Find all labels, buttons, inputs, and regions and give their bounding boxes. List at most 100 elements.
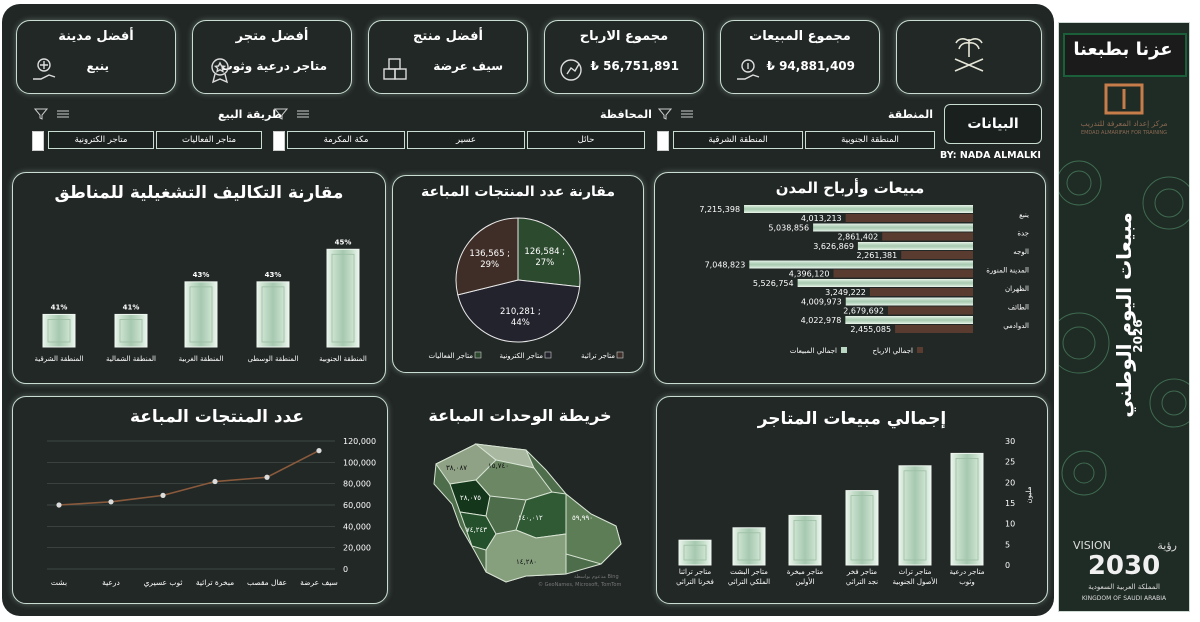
filter-clear-icon[interactable] — [34, 108, 48, 120]
map-powered: مدعوم بواسطة Bing — [574, 574, 619, 580]
store-bar-bevel — [683, 544, 707, 561]
x-tick-label: مبخرة تراثية — [196, 578, 234, 587]
category-label: المنطقة الشرقية — [35, 355, 84, 363]
chart-title: مقارنة التكاليف التشغيلية للمناطق — [54, 183, 344, 203]
kpi-title: أفضل منتج — [413, 29, 483, 44]
slicer-province-item[interactable]: عسير — [407, 131, 525, 149]
data-label: 41% — [123, 303, 140, 311]
data-label: 4,022,978 — [801, 316, 842, 325]
data-label: 2,861,402 — [837, 233, 878, 242]
multiselect-icon[interactable] — [680, 108, 694, 120]
kpi-value: سيف عرضة — [433, 59, 503, 73]
multiselect-icon[interactable] — [56, 108, 70, 120]
kpi-value: متاجر درعية وثوب — [220, 59, 327, 73]
legend-swatch — [474, 351, 482, 359]
data-label: 2,679,692 — [843, 307, 884, 316]
boxes-icon — [383, 58, 407, 80]
chart-title: عدد المنتجات المباعة — [129, 407, 305, 427]
profit-bar — [882, 232, 973, 241]
data-label: 43% — [193, 271, 210, 279]
category-label: المنطقة الشمالية — [106, 355, 156, 363]
profit-bar — [901, 251, 973, 259]
data-label: 3,249,222 — [825, 288, 866, 297]
saudi-map: ٣٨,٠٨٧ ١٥,٧٤٠ ٢٨,٠٧٥ ٧٤,٢٤٣ ١٤٠,٠١٢ ٥٩,٩… — [433, 443, 622, 583]
map-credit: © GeoNames, Microsoft, TomTom — [538, 582, 622, 588]
panel-products-pie: مقارنة عدد المنتجات المباعة 136,565 ; 29%… — [392, 175, 644, 373]
kpi-title: أفضل متجر — [235, 29, 309, 44]
data-label: 45% — [335, 238, 352, 246]
coin-chart-icon — [560, 59, 582, 81]
kpi-title: أفضل مدينة — [58, 29, 134, 44]
y-tick-label: 25 — [1005, 458, 1015, 467]
legend-swatch — [917, 347, 923, 353]
vision-year: 2030 — [1087, 551, 1161, 581]
slogan-badge — [1063, 33, 1187, 77]
profit-bar — [895, 325, 973, 333]
kpi-value: ينبع — [86, 59, 110, 73]
y-tick-label: 20 — [1005, 478, 1015, 487]
legend-label: متاجر الكترونية — [499, 352, 543, 360]
slicer-province-item[interactable]: مكة المكرمة — [287, 131, 405, 149]
sales-bar — [813, 223, 973, 232]
slice-label: 126,584 ; 27% — [524, 247, 565, 268]
slicer-scroll[interactable] — [273, 131, 285, 151]
side-banner: عزنا بطبعنا مركز إعداد المعرفة للتدريب E… — [1058, 22, 1190, 612]
kpi-value: 94,881,409 ₺ — [766, 59, 855, 73]
kpi-title: مجموع المبيعات — [749, 29, 851, 44]
slicer-method-item[interactable]: متاجر الفعاليات — [156, 131, 262, 149]
sales-bar — [797, 279, 973, 287]
pie-slice — [455, 217, 519, 296]
products-line-chart: 0 20,000 40,000 60,000 80,000 100,000 120,000 س… — [47, 437, 376, 587]
sales-bar — [744, 205, 973, 213]
slice-label: 210,281 ; 44% — [500, 307, 541, 328]
filter-clear-icon[interactable] — [658, 108, 672, 120]
slicer-method-item[interactable]: متاجر الكترونية — [48, 131, 154, 149]
legend-swatch — [841, 347, 847, 353]
profit-bar — [869, 288, 973, 296]
category-label: المدينة المنورة — [986, 267, 1029, 275]
y-tick-label: 120,000 — [343, 437, 376, 446]
profit-bar — [833, 269, 973, 278]
pie-slice — [457, 279, 581, 343]
kpi-value: 56,751,891 ₺ — [590, 59, 679, 73]
filter-clear-icon[interactable] — [274, 108, 288, 120]
products-pie-chart: 136,565 ; 29% 210,281 ; 44% 126,584 ; 27% متاج… — [428, 217, 624, 360]
slicer-scroll[interactable] — [32, 131, 44, 151]
category-label: متاجر فخر نجد التراثي — [846, 568, 878, 586]
chart-title: مقارنة عدد المنتجات المباعة — [420, 184, 616, 200]
legend-swatch — [544, 351, 552, 359]
profit-bar — [887, 306, 973, 315]
slicer-region-item[interactable]: المنطقة الشرقية — [673, 131, 803, 149]
cost-bar-bevel — [189, 286, 213, 343]
data-label: 7,215,398 — [699, 205, 740, 214]
category-label: متاجر مبخرة الأولين — [787, 568, 824, 586]
slice-label: 136,565 ; 29% — [469, 249, 510, 270]
slicer-province-item[interactable]: حائل — [527, 131, 645, 149]
y-tick-label: 0 — [1005, 561, 1010, 570]
kpi-title: مجموع الارباح — [579, 29, 669, 44]
slicer-method-label: طريقة البيع — [218, 108, 283, 121]
slicer-region-item[interactable]: المنطقة الجنوبية — [805, 131, 935, 149]
data-point — [212, 478, 218, 485]
slicer-scroll[interactable] — [657, 131, 669, 151]
pie-slice — [517, 217, 581, 288]
legend-label: متاجر الفعاليات — [428, 352, 473, 360]
map-label: ١٥,٧٤٠ — [488, 462, 509, 470]
store-badge-icon — [211, 58, 229, 84]
city-hand-icon — [33, 58, 56, 80]
panel-operating-costs: مقارنة التكاليف التشغيلية للمناطق 45% الم… — [12, 172, 386, 384]
data-point — [160, 492, 166, 498]
kpi-best-city: أفضل مدينة ينبع — [16, 20, 176, 94]
store-bar-bevel — [850, 495, 874, 561]
kingdom-en: KINGDOM OF SAUDI ARABIA — [1081, 595, 1167, 602]
legend-label: اجمالي المبيعات — [790, 347, 837, 355]
data-label: 2,455,085 — [850, 325, 891, 334]
chart-title: مبيعات وأرباح المدن — [775, 179, 925, 197]
map-label: ٣٨,٠٨٧ — [446, 464, 467, 472]
kpi-total-sales: مجموع المبيعات 94,881,409 ₺ — [720, 20, 880, 94]
data-point — [108, 499, 114, 505]
data-button[interactable]: البيانات — [944, 104, 1042, 144]
multiselect-icon[interactable] — [296, 108, 310, 120]
org-name: مركز إعداد المعرفة للتدريب — [1080, 119, 1168, 128]
